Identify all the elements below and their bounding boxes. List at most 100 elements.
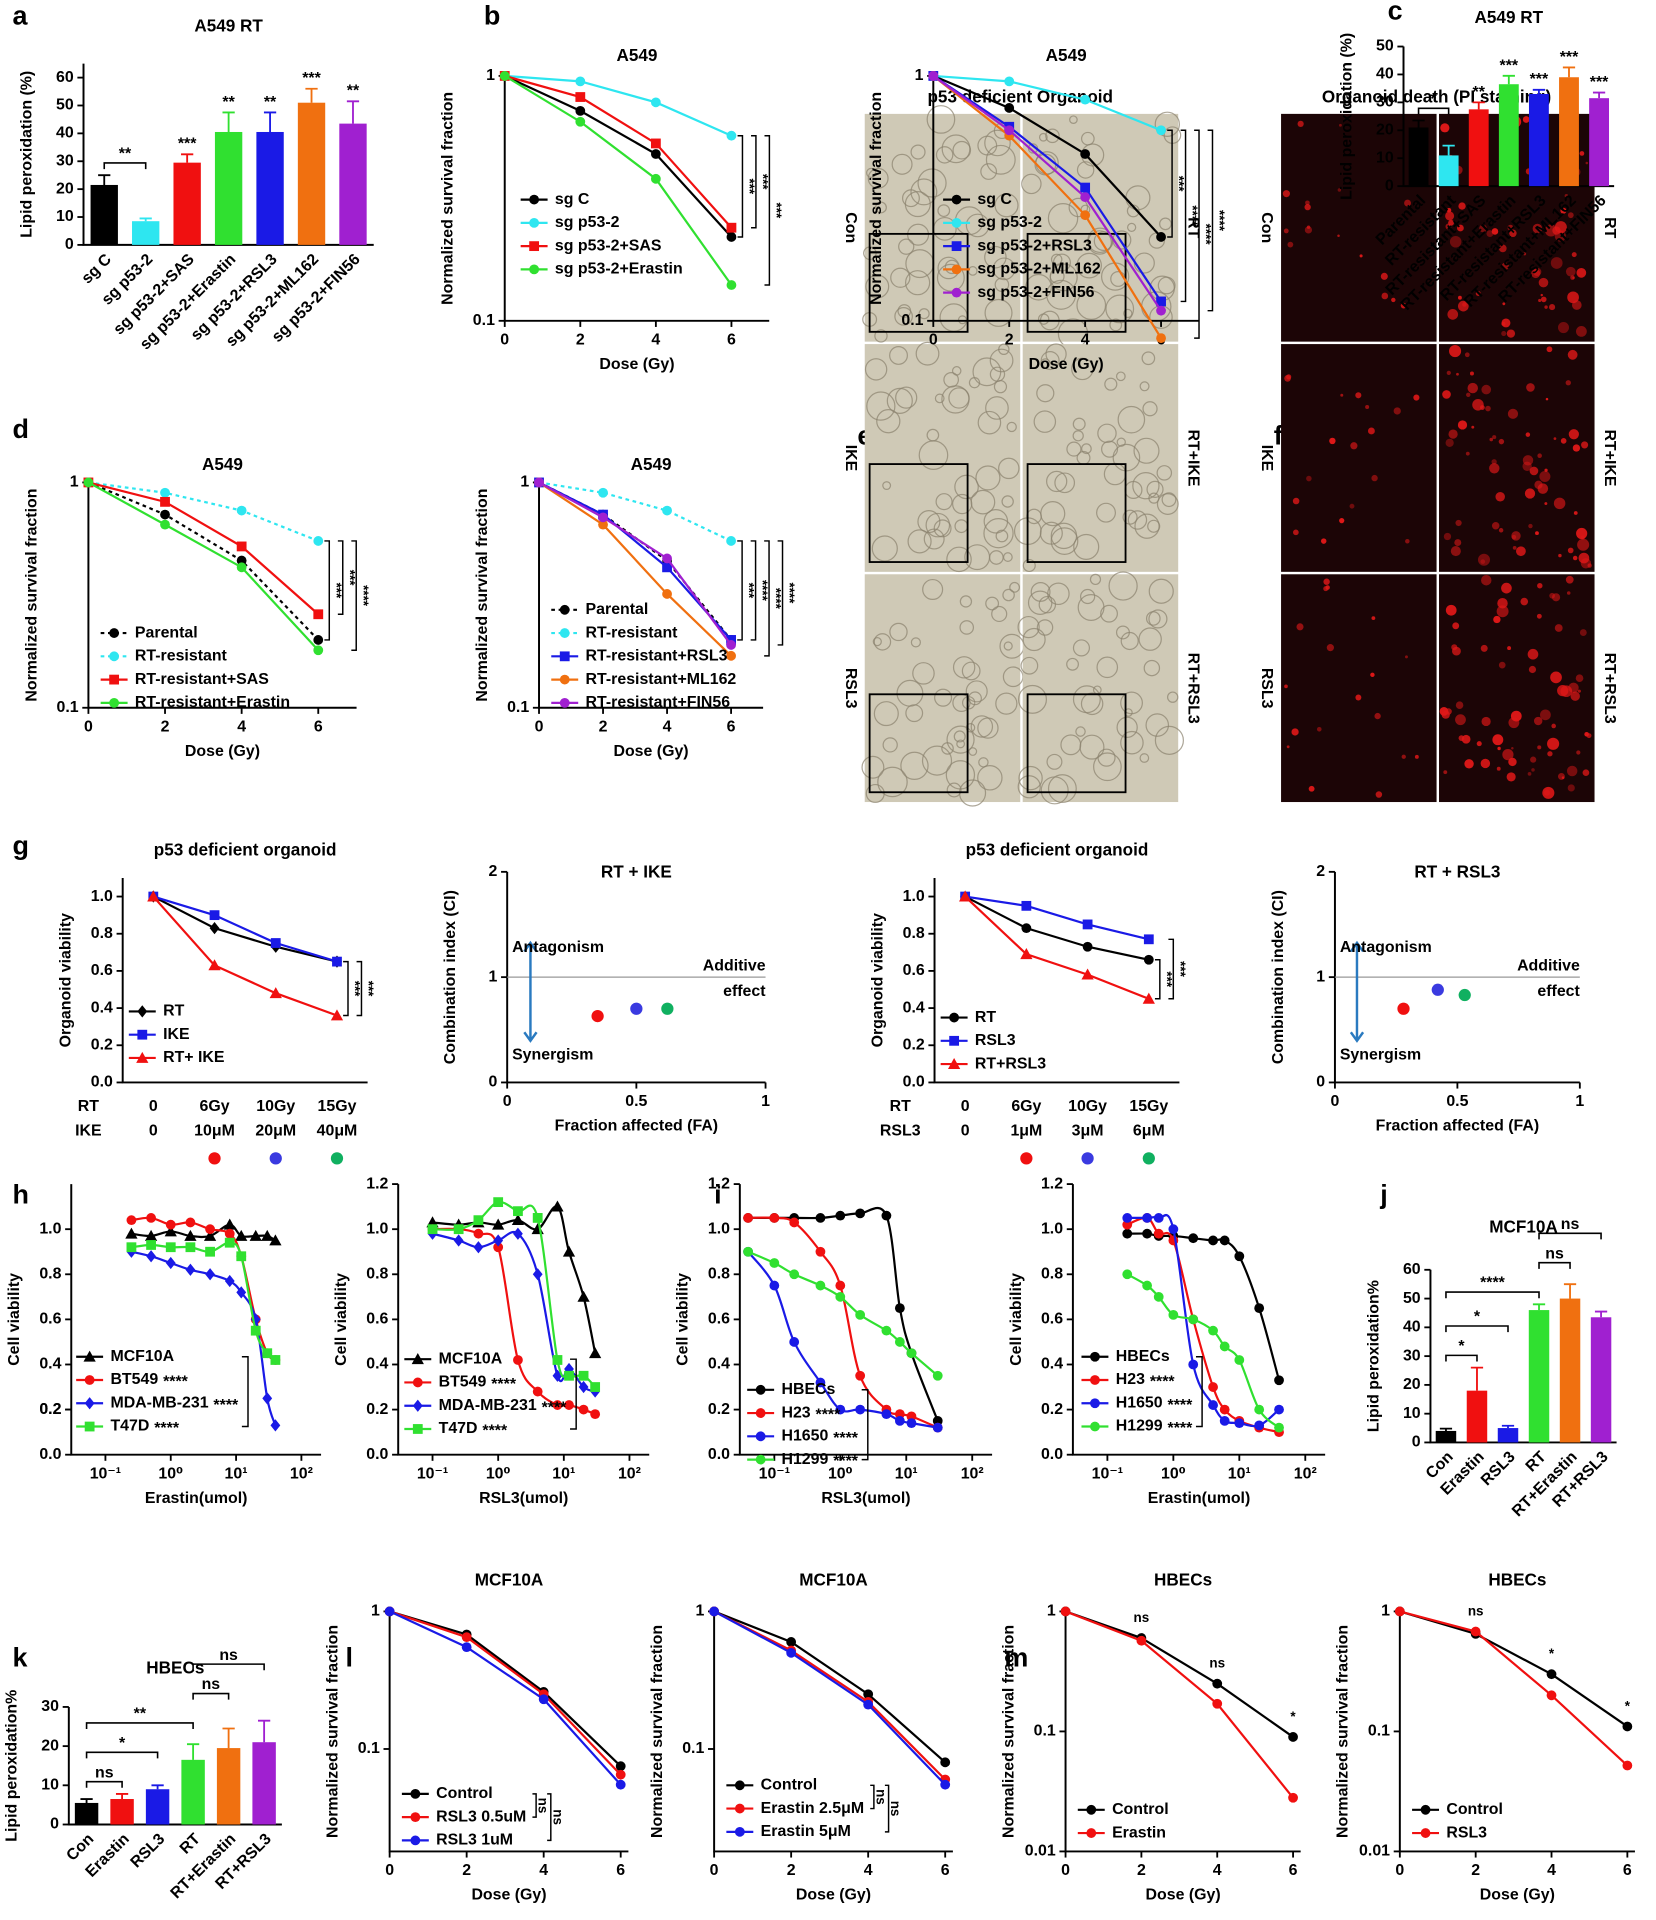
series-line <box>1065 1610 1294 1799</box>
texture <box>935 493 953 511</box>
legend-marker <box>529 241 540 252</box>
marker <box>615 1779 626 1790</box>
marker <box>165 1242 176 1253</box>
texture <box>1446 370 1451 376</box>
texture <box>1485 405 1491 412</box>
marker <box>932 1370 943 1381</box>
texture <box>1480 559 1486 564</box>
y-tick-label: 0.2 <box>708 1401 730 1418</box>
significance: *** <box>1173 961 1188 977</box>
bar <box>1559 1298 1581 1443</box>
marker <box>165 1219 176 1230</box>
texture <box>1511 746 1514 750</box>
texture <box>915 341 940 366</box>
y-tick-label: 2 <box>489 863 498 880</box>
legend-marker <box>109 697 120 708</box>
texture <box>1108 571 1138 601</box>
texture <box>954 474 979 500</box>
marker <box>743 1213 753 1223</box>
texture <box>1554 230 1566 242</box>
y-axis-label: Normalized survival fraction <box>23 489 40 702</box>
legend-label: Erastin 2.5μM <box>761 1800 864 1817</box>
texture <box>1161 492 1177 508</box>
marker <box>1234 1251 1245 1262</box>
marker <box>578 1370 589 1381</box>
x-tick-label: 15Gy <box>318 1098 357 1115</box>
x-tick-label: 2 <box>1137 1862 1146 1879</box>
series-line <box>713 1610 946 1786</box>
y-tick-label: 1 <box>371 1603 380 1620</box>
x-tick-label: RSL3 <box>128 1830 169 1871</box>
legend-label: RT+RSL3 <box>975 1055 1046 1072</box>
marker <box>1156 232 1166 242</box>
y-axis-label: Lipid peroxidation (%) <box>1338 33 1355 200</box>
significance: ** <box>264 94 277 111</box>
texture <box>1148 492 1160 504</box>
bracket <box>1154 959 1161 1000</box>
y-tick-label: 0.8 <box>91 925 113 942</box>
significance: ns <box>888 1801 903 1817</box>
legend-marker <box>559 628 570 638</box>
legend-marker <box>529 264 540 275</box>
marker <box>146 1250 156 1263</box>
bar <box>214 131 243 245</box>
marker <box>1122 1219 1133 1230</box>
texture <box>1528 665 1537 674</box>
legend-label: RT-resistant+Erastin <box>135 694 290 711</box>
legend-label: RT-resistant+RSL3 <box>586 648 728 665</box>
error-bar <box>115 1793 129 1800</box>
legend-label: Control <box>1446 1801 1503 1818</box>
legend-marker <box>1090 1398 1100 1409</box>
texture <box>1522 455 1534 466</box>
row-label: Con <box>842 212 859 243</box>
significance: **** <box>482 1423 508 1440</box>
y-axis-label: Cell viability <box>1008 1273 1025 1366</box>
panel-letter: j <box>1379 1179 1387 1209</box>
significance: **** <box>1199 224 1214 246</box>
chart-title: HBECs <box>1154 1569 1212 1589</box>
texture <box>1020 656 1039 675</box>
comparison-label: ns <box>95 1764 114 1781</box>
legend-label: RT-resistant+FIN56 <box>586 694 731 711</box>
legend-marker <box>529 217 540 228</box>
y-tick-label: 20 <box>1403 1376 1421 1393</box>
texture <box>1457 295 1462 300</box>
bracket <box>861 1389 869 1461</box>
x-tick-label: 4 <box>651 332 660 349</box>
series-line <box>87 481 320 641</box>
texture <box>890 267 911 288</box>
x-tick-label: 1μM <box>1010 1123 1042 1140</box>
texture <box>1284 374 1291 382</box>
texture <box>898 238 915 255</box>
annotation: Additive <box>703 957 766 974</box>
bar <box>1590 1317 1612 1443</box>
error-bar <box>1562 66 1576 78</box>
marker <box>1020 948 1033 960</box>
texture <box>1291 728 1299 736</box>
bar <box>1466 1390 1488 1443</box>
legend-marker <box>1090 1351 1100 1362</box>
texture <box>1575 674 1584 683</box>
texture <box>1122 509 1138 525</box>
marker <box>261 1229 274 1241</box>
x-tick-label: 0 <box>961 1123 970 1140</box>
series-line <box>964 895 1150 941</box>
significance: *** <box>361 981 376 997</box>
significance: **** <box>154 1420 180 1437</box>
legend-marker <box>411 1353 424 1365</box>
texture <box>946 725 975 754</box>
texture <box>1080 131 1095 146</box>
legend-marker <box>412 1377 423 1388</box>
texture <box>1533 716 1543 726</box>
texture <box>1572 444 1581 452</box>
legend-label: RT-resistant+SAS <box>135 671 269 688</box>
texture <box>1567 784 1575 792</box>
texture <box>1326 644 1334 652</box>
x-tick-label: 0 <box>503 1093 512 1110</box>
texture <box>1022 558 1036 573</box>
x-tick-label: 10⁻¹ <box>1092 1465 1123 1482</box>
chart-title: MCF10A <box>475 1569 544 1589</box>
y-axis-label: Lipid peroxidation (%) <box>18 71 35 238</box>
marker <box>662 505 672 516</box>
marker <box>532 1213 543 1223</box>
